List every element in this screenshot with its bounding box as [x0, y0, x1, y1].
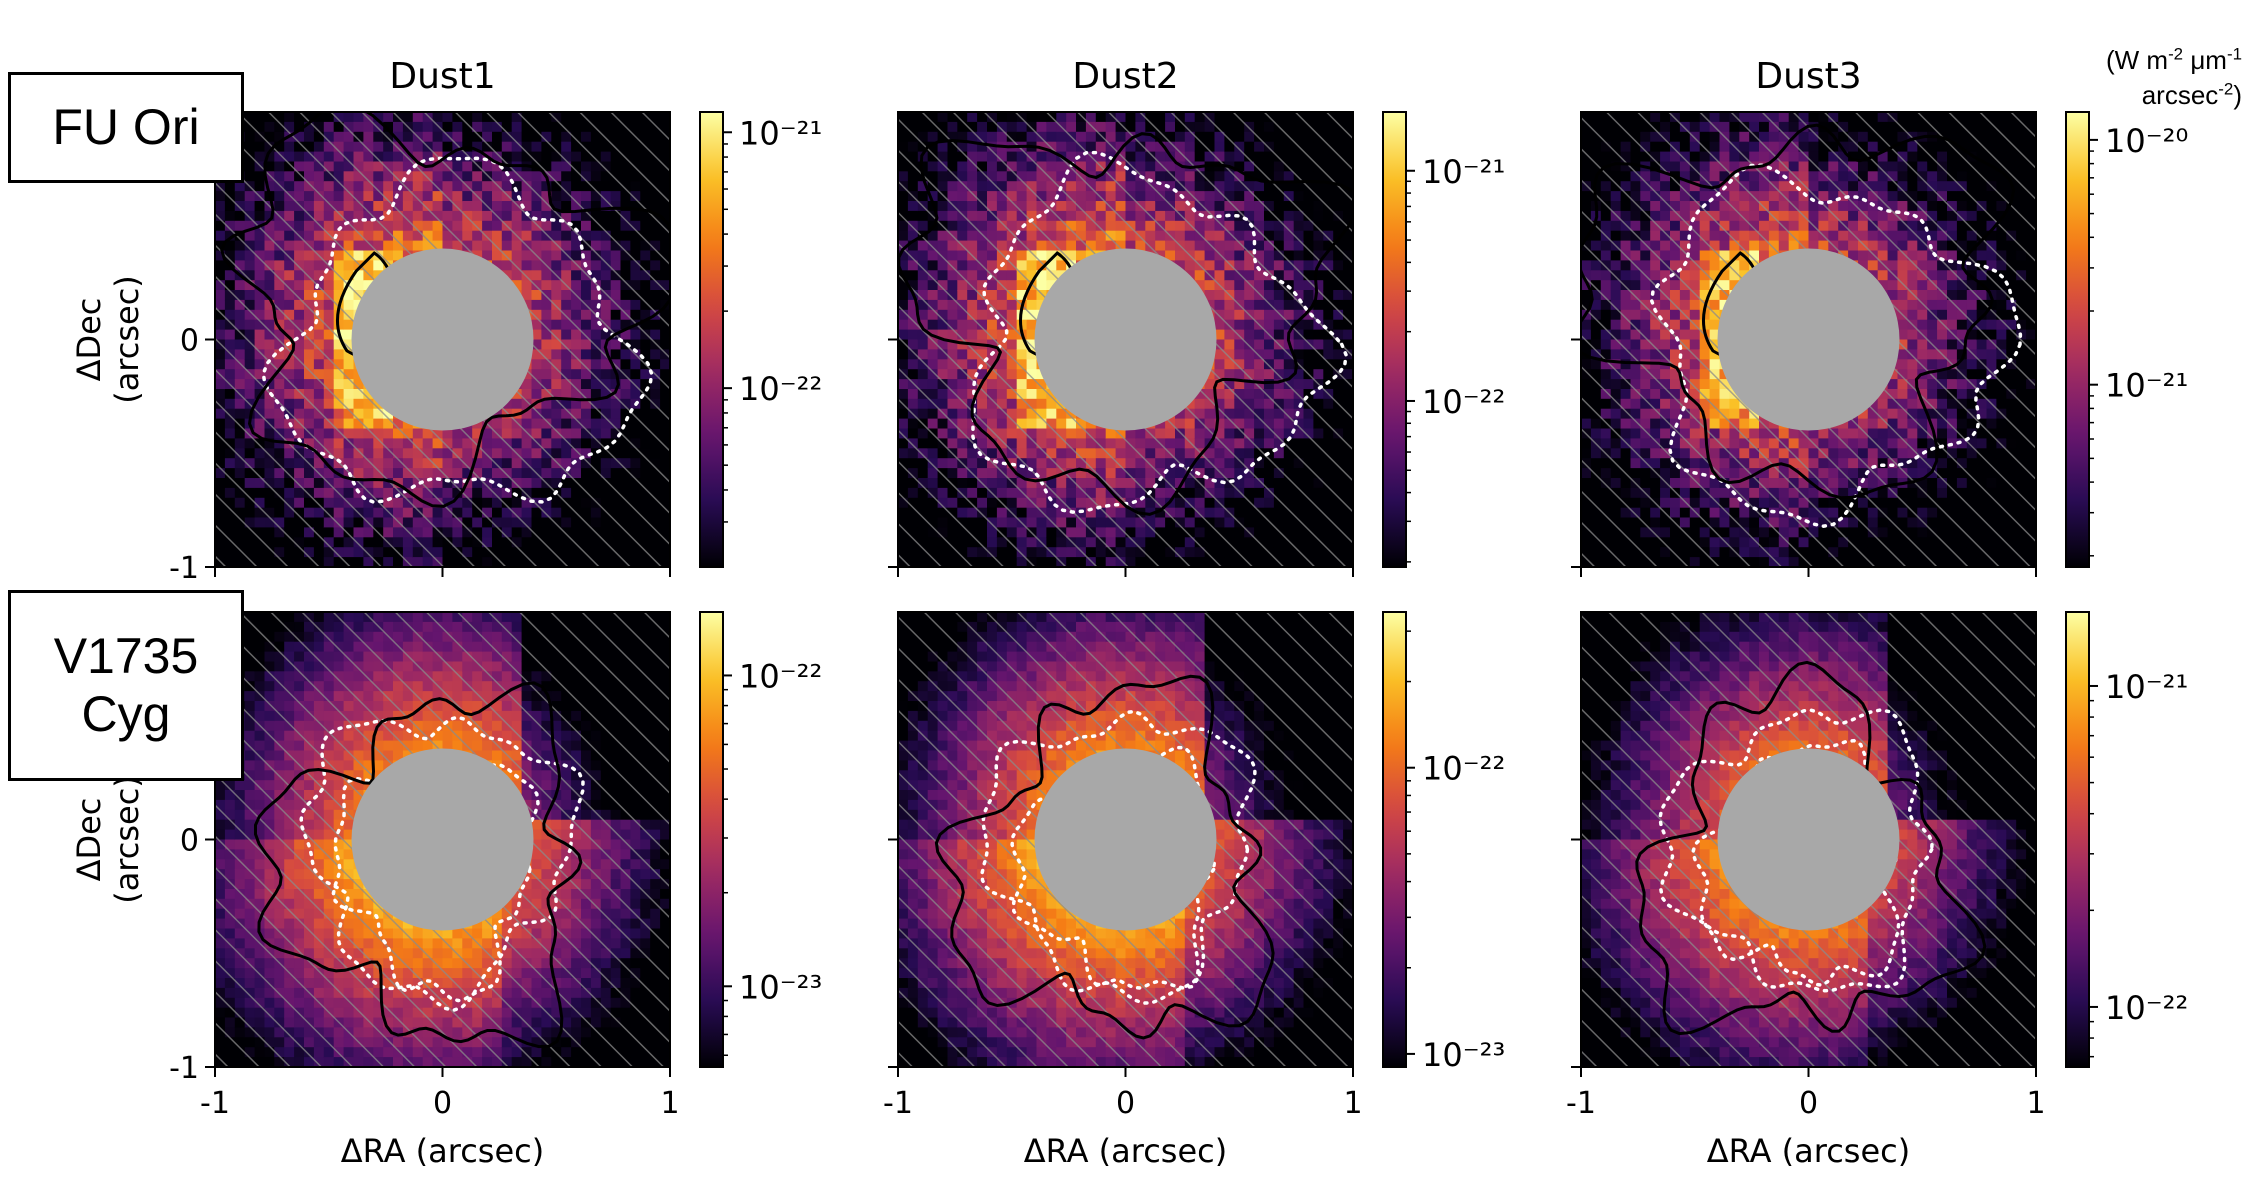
- panel-fu-ori-dust2: Dust2 10⁻²² 10⁻²¹: [888, 56, 1505, 577]
- panel-title: Dust2: [1072, 56, 1178, 97]
- y-tick-label: 0: [180, 324, 199, 359]
- central-mask: [1035, 249, 1217, 431]
- central-mask: [352, 249, 534, 431]
- colorbar-gradient: [700, 112, 723, 567]
- y-axis-label-line: (arcsec): [108, 275, 146, 404]
- colorbar: 10⁻²² 10⁻²¹: [1383, 112, 1505, 567]
- colorbar-tick-label: 10⁻²¹: [1422, 153, 1505, 191]
- y-axis-label-line: ΔDec: [70, 298, 108, 382]
- colorbar-tick-label: 10⁻²²: [1422, 383, 1505, 421]
- colorbar: 10⁻²² 10⁻²¹: [700, 112, 822, 567]
- y-tick-label: -1: [169, 551, 199, 586]
- y-axis-label: ΔDec(arcsec): [70, 275, 146, 404]
- panel-title: Dust1: [389, 56, 495, 97]
- colorbar-gradient: [1383, 112, 1406, 567]
- colorbar-tick-label: 10⁻²¹: [739, 114, 822, 152]
- colorbar-tick-label: 10⁻²²: [739, 370, 822, 408]
